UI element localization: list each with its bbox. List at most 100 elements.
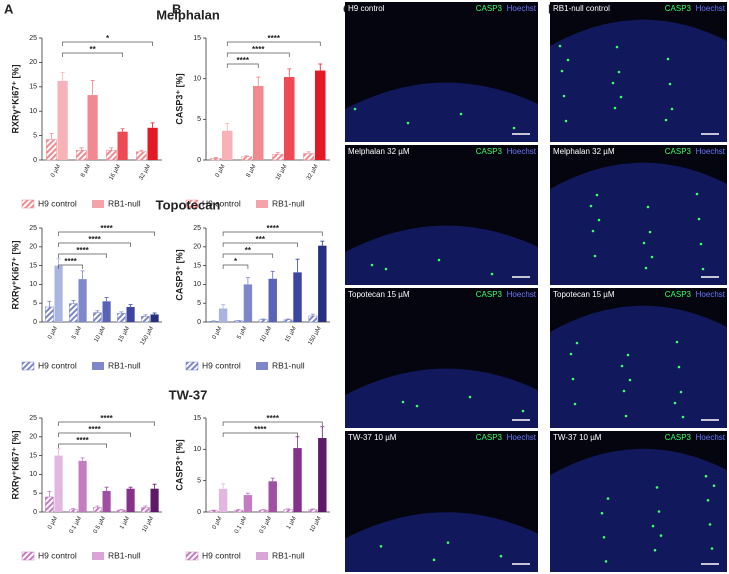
bar (308, 315, 318, 323)
bar (69, 303, 78, 323)
x-tick-label: 0 µM (212, 326, 224, 341)
error-bar (120, 128, 125, 132)
panel-label: A (4, 1, 14, 16)
bar (117, 313, 126, 323)
y-tick-label: 0 (33, 509, 37, 516)
x-tick-label: 0.5 µM (93, 516, 107, 535)
bar (258, 319, 268, 323)
casp3-spot (617, 70, 621, 74)
stain-label: Hoechst (507, 433, 537, 442)
bar (54, 455, 63, 512)
y-tick-label: 10 (29, 281, 37, 288)
error-bar (306, 151, 311, 154)
legend-label: RB1-null (272, 550, 305, 560)
significance-label: **** (266, 224, 279, 233)
significance-label: * (106, 34, 110, 43)
legend-label: H9 control (38, 198, 77, 208)
casp3-spot (679, 390, 683, 394)
significance-label: **** (76, 246, 89, 255)
significance-bracket (58, 432, 131, 437)
casp3-spot (677, 365, 681, 369)
error-bar (152, 312, 157, 315)
casp3-spot (353, 107, 357, 111)
x-tick-label: 1 µM (286, 516, 298, 531)
stain-label: Hoechst (696, 290, 726, 299)
significance-bracket (58, 264, 83, 269)
error-bar (245, 492, 250, 496)
significance-bracket (226, 52, 290, 57)
stain-label: CASP3 (665, 4, 692, 13)
bar (283, 509, 293, 513)
casp3-spot (710, 547, 714, 550)
bar (318, 245, 327, 322)
section-title: TW-37 (169, 387, 208, 402)
error-bar (71, 508, 76, 510)
significance-bracket (58, 443, 107, 448)
significance-label: **** (252, 45, 265, 54)
tissue (550, 305, 727, 428)
casp3-spot (655, 486, 659, 489)
x-tick-label: 1 µM (119, 516, 131, 531)
casp3-spot (650, 255, 654, 259)
tissue (345, 368, 538, 428)
legend-label: H9 control (38, 360, 77, 370)
x-tick-label: 0.1 µM (234, 516, 248, 535)
bar (136, 151, 147, 161)
error-bar (49, 133, 54, 140)
casp3-spot (651, 524, 655, 528)
bar (76, 149, 87, 161)
significance-bracket (222, 242, 298, 247)
y-tick-label: 5 (197, 478, 201, 485)
error-bar (152, 483, 157, 489)
casp3-spot (593, 254, 597, 258)
error-bar (256, 76, 261, 86)
y-tick-label: 15 (29, 84, 37, 91)
significance-label: * (234, 257, 238, 266)
x-tick-label: 0 µM (50, 164, 62, 179)
x-tick-label: 8 µM (80, 164, 92, 179)
legend-label: RB1-null (108, 550, 141, 560)
casp3-spot (675, 340, 679, 344)
casp3-spot (437, 258, 441, 262)
error-bar (310, 313, 315, 316)
casp3-spot (712, 484, 716, 488)
x-tick-label: 10 µM (309, 516, 323, 534)
stain-label: Hoechst (507, 4, 537, 13)
significance-bracket (222, 421, 323, 426)
stain-label: CASP3 (476, 147, 503, 156)
bar (45, 496, 54, 513)
stain-label: CASP3 (476, 290, 503, 299)
casp3-spot (589, 204, 593, 208)
casp3-spot (573, 402, 577, 406)
casp3-spot (575, 341, 579, 345)
bar (258, 509, 268, 513)
y-tick-label: 5 (33, 490, 37, 497)
bar (150, 314, 159, 322)
legend-label: RB1-null (108, 360, 141, 370)
casp3-spot (668, 82, 672, 86)
bar (93, 507, 102, 513)
error-bar (213, 157, 218, 159)
bar (78, 460, 87, 512)
micrograph: TW-37 10 µM CASP3 Hoechst (345, 431, 538, 572)
y-tick-label: 0 (197, 157, 201, 164)
error-bar (275, 152, 280, 155)
significance-bracket (58, 253, 107, 258)
error-bar (261, 509, 266, 511)
bar (106, 149, 117, 161)
error-bar (139, 149, 144, 152)
bar (253, 85, 264, 160)
legend-label: H9 control (202, 550, 241, 560)
tissue (550, 19, 727, 142)
error-bar (295, 436, 300, 449)
error-bar (318, 63, 323, 71)
micrograph-label: Melphalan 32 µM (553, 147, 615, 156)
significance-label: **** (64, 257, 77, 266)
error-bar (295, 258, 300, 273)
error-bar (320, 426, 325, 439)
y-tick-label: 15 (29, 262, 37, 269)
stain-label: CASP3 (476, 433, 503, 442)
micrograph: RB1-null control CASP3 Hoechst (550, 2, 727, 142)
micrograph-label: Topotecan 15 µM (553, 290, 615, 299)
bar (69, 509, 78, 513)
